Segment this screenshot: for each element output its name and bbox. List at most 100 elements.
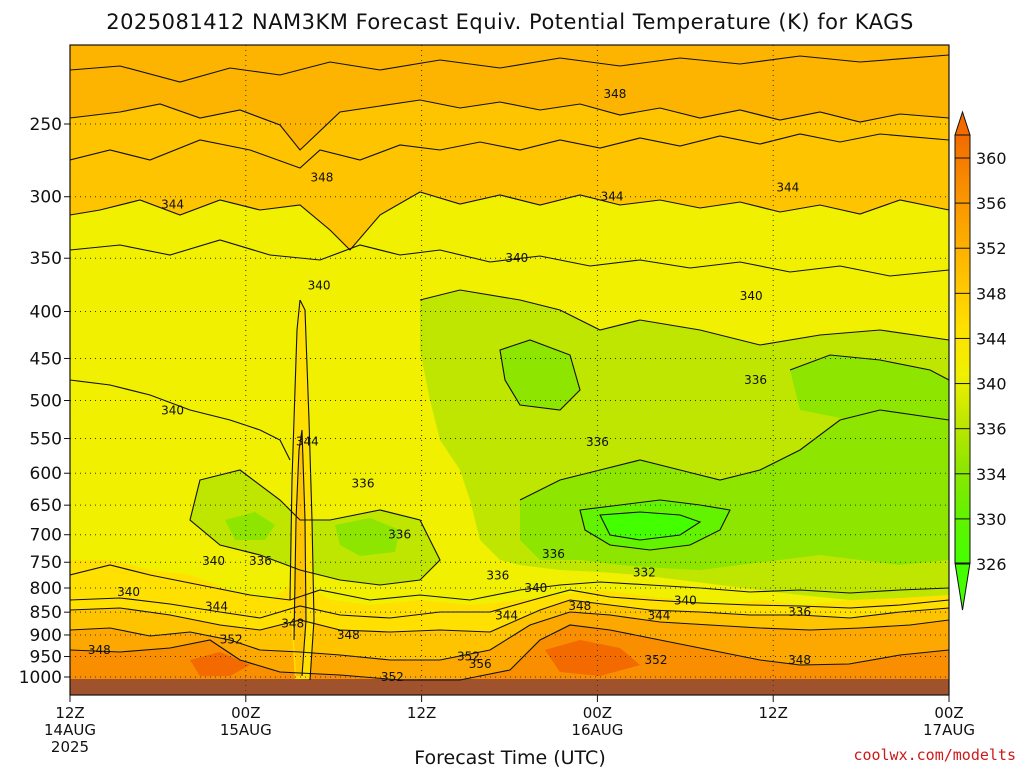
colorbar-tick-label-360: 360	[976, 149, 1007, 168]
x-tick-label-3-1: 16AUG	[571, 721, 623, 739]
contour-line-east-pocket	[789, 354, 949, 381]
contour-label-7: 340	[308, 279, 331, 293]
y-tick-label-950: 950	[30, 648, 62, 668]
contour-label-text-17: 336	[486, 568, 509, 582]
contour-label-17: 336	[486, 568, 509, 582]
y-tick-label-900: 900	[30, 626, 62, 646]
x-tick-label-1-1: 15AUG	[220, 721, 272, 739]
contour-label-10: 336	[586, 435, 609, 449]
contour-label-28: 348	[337, 628, 360, 642]
contour-label-text-12: 336	[388, 528, 411, 542]
contour-label-text-10: 336	[586, 435, 609, 449]
y-tick-label-350: 350	[30, 249, 62, 269]
contour-label-text-15: 336	[249, 554, 272, 568]
y-tick-label-650: 650	[30, 496, 62, 516]
contour-label-4: 344	[776, 180, 799, 194]
contour-label-text-28: 348	[337, 628, 360, 642]
contour-lines	[70, 54, 949, 681]
contour-label-text-6: 340	[740, 289, 763, 303]
contour-label-text-34: 348	[788, 653, 811, 667]
contour-label-24: 344	[647, 608, 670, 622]
y-tick-label-400: 400	[30, 302, 62, 322]
colorbar-tick-label-336: 336	[976, 420, 1007, 439]
contour-label-text-9: 336	[744, 373, 767, 387]
colorbar-tick-label-348: 348	[976, 284, 1007, 303]
y-tick-label-450: 450	[30, 349, 62, 369]
contour-label-27: 348	[281, 617, 304, 631]
contour-label-8: 340	[161, 404, 184, 418]
x-axis-label: Forecast Time (UTC)	[414, 747, 605, 768]
y-tick-label-600: 600	[30, 464, 62, 484]
contour-label-text-26: 336	[788, 605, 811, 619]
contour-label-21: 344	[205, 599, 228, 613]
theta-e-field-lower-360	[190, 640, 640, 676]
contour-label-25: 340	[674, 593, 697, 607]
contour-label-16: 336	[542, 547, 565, 561]
contour-label-text-8: 340	[161, 404, 184, 418]
contour-line-348-upper	[70, 133, 949, 169]
contour-line-336-mid	[419, 289, 949, 346]
x-tick-label-4-0: 12Z	[759, 704, 788, 722]
contour-label-13: 344	[296, 434, 319, 448]
contour-label-26: 336	[788, 605, 811, 619]
contour-label-text-2: 344	[161, 198, 184, 212]
contour-label-text-0: 348	[604, 87, 627, 101]
y-tick-label-850: 850	[30, 603, 62, 623]
contour-label-2: 344	[161, 198, 184, 212]
colorbar-tick-label-326: 326	[976, 555, 1007, 574]
contour-label-30: 348	[88, 643, 111, 657]
y-tick-label-550: 550	[30, 430, 62, 450]
contour-label-9: 336	[744, 373, 767, 387]
contour-label-0: 348	[604, 87, 627, 101]
contour-label-5: 340	[505, 251, 528, 265]
contour-label-text-31: 352	[457, 650, 480, 664]
theta-e-field-upper-green-334	[500, 340, 580, 410]
x-tick-label-0-1: 14AUG	[44, 721, 96, 739]
contour-label-14: 340	[202, 554, 225, 568]
contour-label-34: 348	[788, 653, 811, 667]
contour-label-text-29: 352	[220, 632, 243, 646]
contour-line-356-low	[70, 624, 949, 681]
colorbar-ticks: 326 330 334 336 340 344 348 352 356 360	[955, 149, 1007, 574]
contour-line-340-low	[70, 564, 949, 601]
credit-text: coolwx.com/modelts	[853, 746, 1016, 764]
theta-e-field-green-east-334	[790, 355, 949, 425]
grid	[70, 45, 949, 695]
contour-label-19: 340	[117, 585, 140, 599]
contour-line-356-upper	[70, 54, 949, 83]
contour-label-text-21: 344	[205, 599, 228, 613]
contour-label-text-1: 348	[311, 171, 334, 185]
colorbar-tick-label-340: 340	[976, 375, 1007, 394]
contour-line-336-west	[189, 469, 441, 586]
theta-e-field-vertical-column-core	[294, 430, 306, 676]
contour-label-35: 352	[381, 670, 404, 684]
y-tick-label-250: 250	[30, 115, 62, 135]
x-tick-label-0-0: 12Z	[55, 704, 84, 722]
contour-label-text-18: 332	[633, 566, 656, 580]
contour-label-31: 352	[457, 650, 480, 664]
contour-label-text-22: 348	[568, 599, 591, 613]
contour-label-22: 348	[568, 599, 591, 613]
contour-label-text-4: 344	[776, 180, 799, 194]
x-tick-label-0-2: 2025	[51, 738, 89, 756]
contour-label-text-25: 340	[674, 593, 697, 607]
colorbar-tick-label-344: 344	[976, 329, 1007, 348]
y-tick-label-800: 800	[30, 579, 62, 599]
theta-e-field-midlevel-326	[600, 512, 700, 540]
y-tick-label-1000: 1000	[19, 668, 62, 688]
contour-label-29: 352	[220, 632, 243, 646]
contour-label-23: 344	[495, 608, 518, 622]
contour-label-text-5: 340	[505, 251, 528, 265]
contour-label-text-35: 352	[381, 670, 404, 684]
y-tick-label-500: 500	[30, 392, 62, 412]
x-tick-label-5-0: 00Z	[934, 704, 963, 722]
contour-label-6: 340	[740, 289, 763, 303]
contour-label-18: 332	[633, 566, 656, 580]
contour-label-text-20: 340	[524, 581, 547, 595]
contour-label-text-14: 340	[202, 554, 225, 568]
y-tick-label-700: 700	[30, 526, 62, 546]
contour-line-352-low	[70, 611, 949, 661]
contour-label-12: 336	[388, 528, 411, 542]
